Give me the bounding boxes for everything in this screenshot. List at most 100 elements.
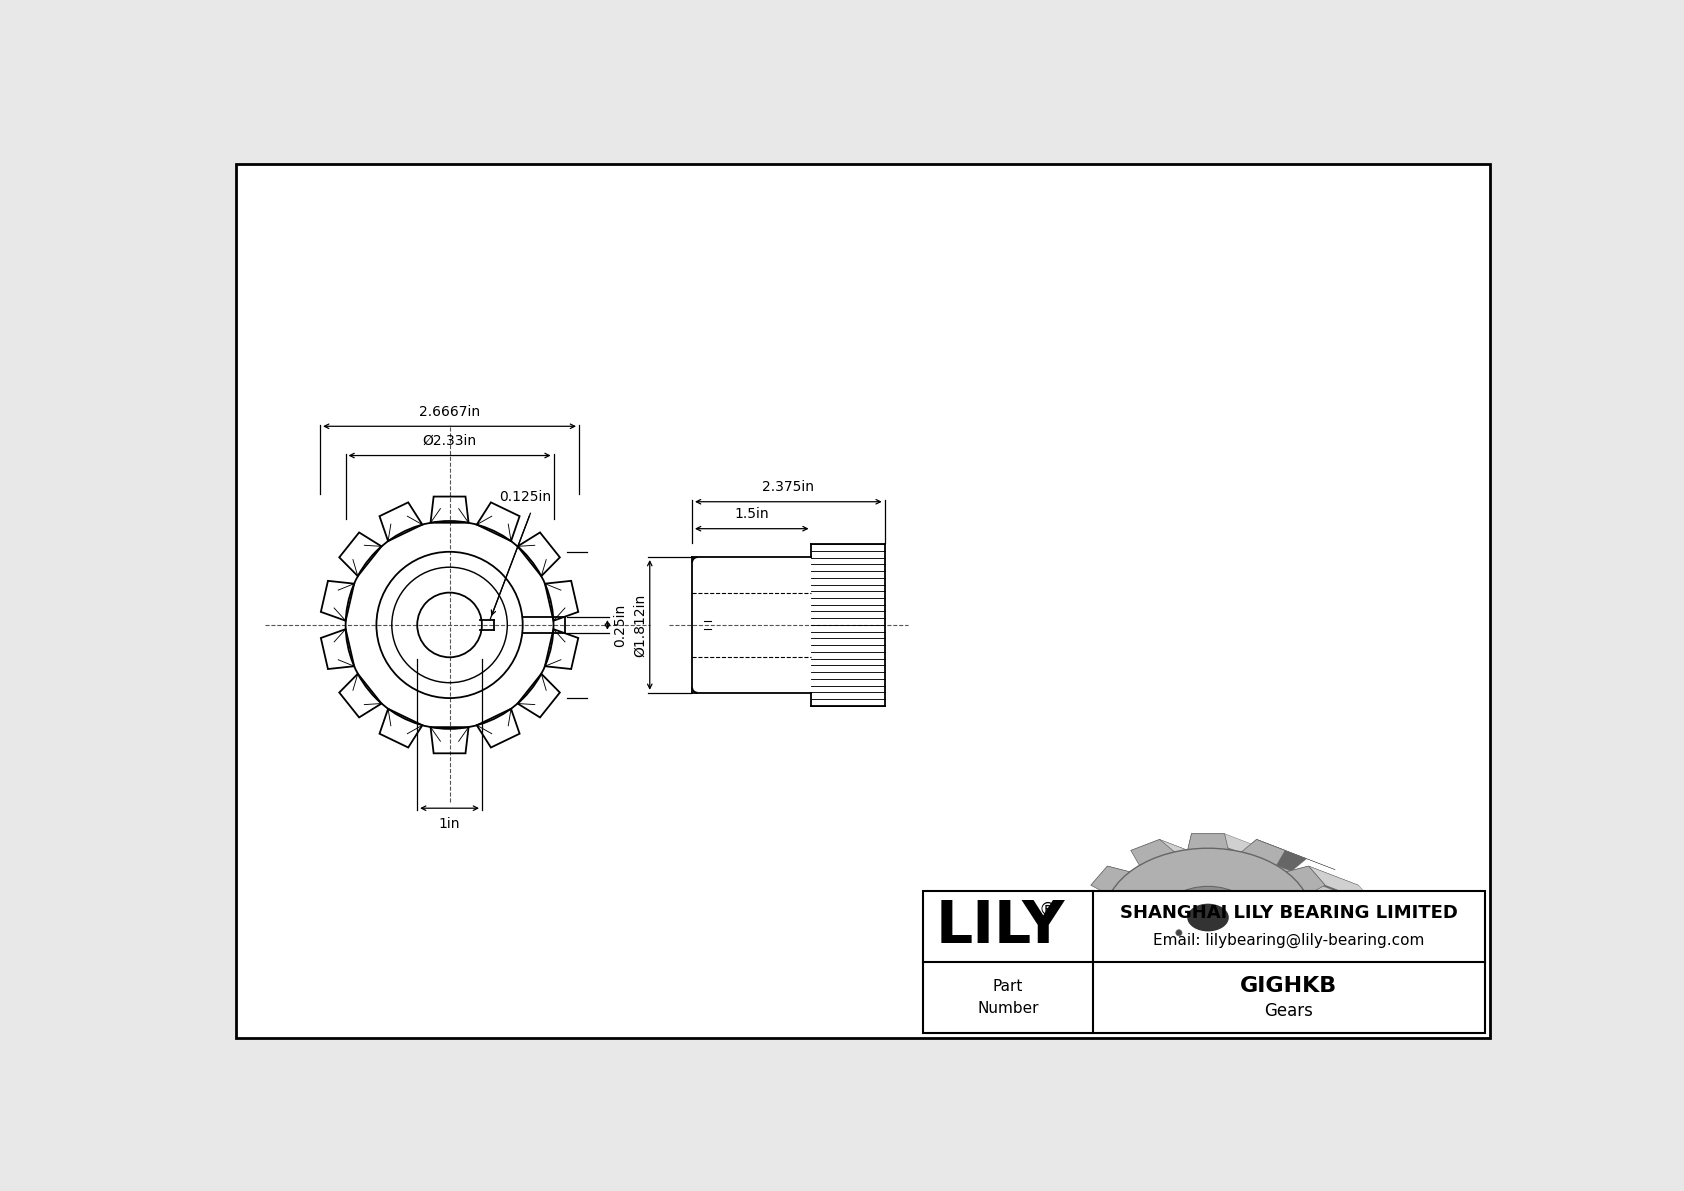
Polygon shape bbox=[1312, 910, 1362, 933]
Polygon shape bbox=[1091, 866, 1130, 896]
Polygon shape bbox=[1265, 859, 1319, 880]
Ellipse shape bbox=[1187, 904, 1229, 931]
Ellipse shape bbox=[1162, 886, 1255, 949]
Polygon shape bbox=[1132, 985, 1209, 1015]
Polygon shape bbox=[1312, 921, 1362, 944]
Polygon shape bbox=[1312, 913, 1362, 937]
Polygon shape bbox=[1250, 854, 1305, 874]
Polygon shape bbox=[1285, 961, 1339, 984]
Polygon shape bbox=[1282, 965, 1335, 986]
Polygon shape bbox=[1287, 866, 1359, 891]
Polygon shape bbox=[1307, 896, 1359, 918]
Polygon shape bbox=[1218, 848, 1273, 868]
Text: Part
Number: Part Number bbox=[977, 979, 1039, 1016]
Polygon shape bbox=[1239, 852, 1295, 872]
Polygon shape bbox=[1187, 834, 1241, 868]
Polygon shape bbox=[1305, 892, 1357, 915]
Polygon shape bbox=[1300, 886, 1352, 909]
Polygon shape bbox=[1132, 969, 1175, 996]
Polygon shape bbox=[1276, 969, 1335, 1004]
Polygon shape bbox=[1241, 840, 1307, 871]
Polygon shape bbox=[1223, 849, 1278, 869]
Text: 1in: 1in bbox=[440, 817, 460, 831]
Polygon shape bbox=[1300, 946, 1352, 968]
Polygon shape bbox=[1201, 848, 1256, 867]
Polygon shape bbox=[1282, 868, 1335, 890]
Polygon shape bbox=[1310, 903, 1361, 925]
Polygon shape bbox=[1260, 858, 1314, 878]
Polygon shape bbox=[1212, 848, 1268, 868]
Polygon shape bbox=[1234, 984, 1290, 1004]
Polygon shape bbox=[1255, 978, 1308, 999]
Polygon shape bbox=[1234, 850, 1290, 871]
Polygon shape bbox=[1307, 936, 1359, 959]
Polygon shape bbox=[1256, 985, 1335, 1015]
Polygon shape bbox=[1295, 879, 1347, 902]
Text: 1.5in: 1.5in bbox=[734, 507, 770, 520]
Polygon shape bbox=[1260, 975, 1314, 997]
Text: LILY: LILY bbox=[935, 898, 1064, 955]
Text: 2.375in: 2.375in bbox=[763, 480, 815, 494]
Ellipse shape bbox=[1105, 848, 1312, 987]
Circle shape bbox=[1175, 930, 1182, 936]
Polygon shape bbox=[1268, 861, 1324, 883]
Polygon shape bbox=[1091, 866, 1157, 904]
Polygon shape bbox=[1201, 986, 1256, 1006]
Polygon shape bbox=[1244, 981, 1300, 1002]
Polygon shape bbox=[1207, 987, 1263, 1006]
Polygon shape bbox=[1298, 949, 1351, 972]
Polygon shape bbox=[1192, 1002, 1275, 1021]
Bar bbox=[923, 891, 1485, 1033]
Polygon shape bbox=[1268, 972, 1324, 993]
Polygon shape bbox=[1239, 983, 1295, 1003]
Polygon shape bbox=[1295, 953, 1347, 974]
Polygon shape bbox=[1250, 979, 1305, 1000]
Text: 0.25in: 0.25in bbox=[613, 604, 628, 647]
Polygon shape bbox=[1241, 840, 1285, 866]
Polygon shape bbox=[1132, 840, 1175, 866]
Ellipse shape bbox=[1154, 867, 1362, 1006]
Polygon shape bbox=[1228, 985, 1283, 1005]
Polygon shape bbox=[1308, 933, 1359, 955]
Polygon shape bbox=[1308, 899, 1359, 922]
Polygon shape bbox=[1273, 863, 1327, 885]
Text: ®: ® bbox=[1039, 900, 1058, 918]
Polygon shape bbox=[1091, 950, 1157, 989]
Text: 2.6667in: 2.6667in bbox=[419, 405, 480, 418]
Polygon shape bbox=[1218, 986, 1273, 1005]
Polygon shape bbox=[1223, 985, 1278, 1005]
Polygon shape bbox=[1187, 985, 1228, 1002]
Polygon shape bbox=[1288, 874, 1342, 896]
Polygon shape bbox=[1212, 986, 1268, 1006]
Polygon shape bbox=[1192, 834, 1275, 853]
Polygon shape bbox=[1196, 986, 1251, 1006]
Polygon shape bbox=[1091, 940, 1130, 969]
Text: Ø2.33in: Ø2.33in bbox=[423, 434, 477, 448]
Polygon shape bbox=[1310, 906, 1361, 929]
Polygon shape bbox=[1265, 974, 1319, 996]
Text: 0.125in: 0.125in bbox=[500, 490, 552, 504]
Polygon shape bbox=[1255, 855, 1308, 877]
Polygon shape bbox=[1298, 883, 1351, 905]
Polygon shape bbox=[1091, 940, 1160, 969]
Polygon shape bbox=[1228, 849, 1283, 869]
Polygon shape bbox=[1310, 925, 1361, 948]
Polygon shape bbox=[1207, 848, 1263, 867]
Polygon shape bbox=[1083, 904, 1106, 931]
Polygon shape bbox=[1241, 969, 1285, 996]
Polygon shape bbox=[1256, 840, 1335, 869]
Polygon shape bbox=[1273, 969, 1327, 991]
Polygon shape bbox=[1160, 840, 1224, 871]
Polygon shape bbox=[1287, 866, 1325, 896]
Text: Gears: Gears bbox=[1265, 1003, 1314, 1021]
Polygon shape bbox=[1288, 959, 1342, 980]
Polygon shape bbox=[1132, 840, 1209, 869]
Polygon shape bbox=[1308, 866, 1376, 904]
Polygon shape bbox=[1303, 890, 1356, 912]
Polygon shape bbox=[1305, 940, 1357, 962]
Polygon shape bbox=[1292, 955, 1346, 978]
Text: Ø1.812in: Ø1.812in bbox=[633, 593, 648, 656]
Polygon shape bbox=[1308, 950, 1376, 989]
Polygon shape bbox=[1244, 853, 1300, 873]
Polygon shape bbox=[1285, 871, 1339, 893]
